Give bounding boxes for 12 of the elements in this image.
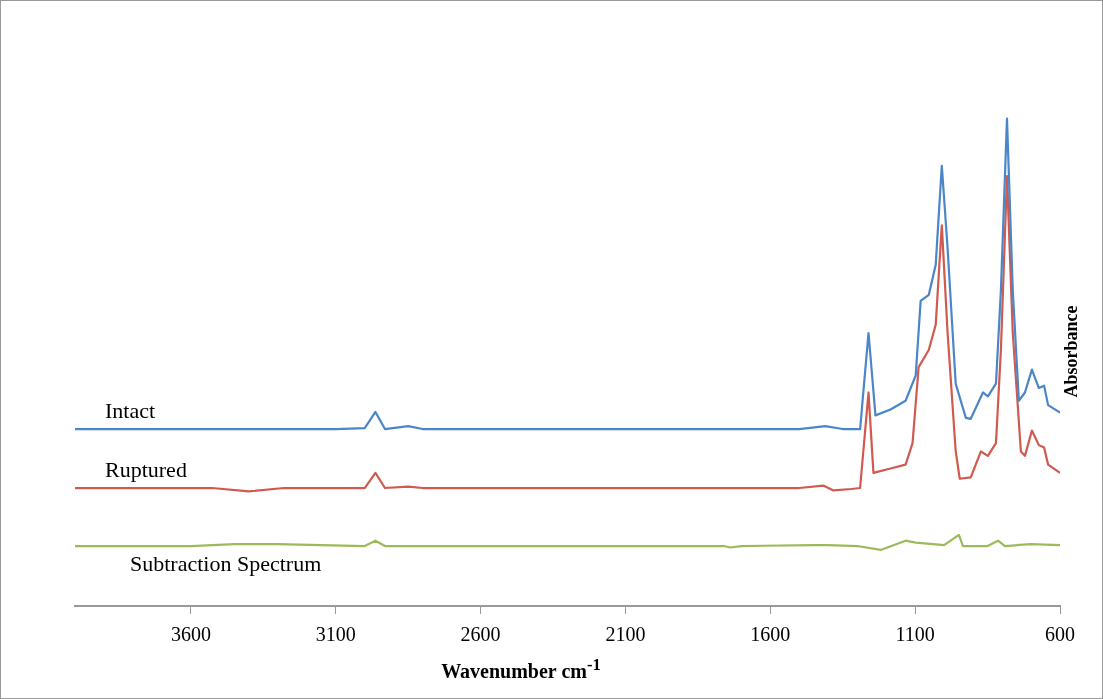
x-tick-label: 2100 xyxy=(605,623,646,646)
x-tick-label: 600 xyxy=(1045,623,1075,646)
x-tick-label: 3600 xyxy=(170,623,211,646)
series-label: Intact xyxy=(105,397,156,423)
series-label: Ruptured xyxy=(105,456,187,482)
x-axis-title: Wavenumber cm$^{-1}$ xyxy=(440,655,602,683)
y-axis-title: Absorbance xyxy=(1060,304,1082,398)
x-tick-label: 3100 xyxy=(315,623,356,646)
x-tick-label: 1600 xyxy=(750,623,791,646)
series-label: Subtraction Spectrum xyxy=(130,550,322,576)
x-tick-label: 2600 xyxy=(460,623,501,646)
x-tick-label: 1100 xyxy=(895,623,935,646)
